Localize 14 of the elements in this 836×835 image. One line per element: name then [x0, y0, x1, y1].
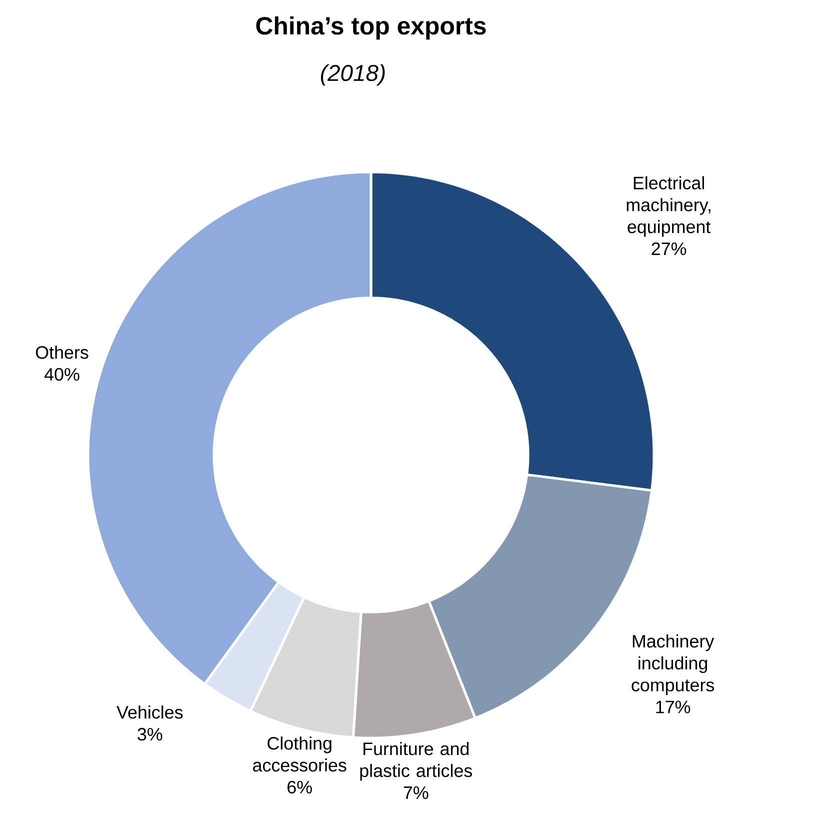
- data-label: 27%: [652, 242, 686, 256]
- data-label: 6%: [288, 780, 312, 794]
- chart-subtitle: (2018): [320, 64, 385, 86]
- data-label: 3%: [138, 728, 162, 741]
- data-label: 40%: [44, 368, 80, 381]
- slice-label: Vehicles: [116, 706, 183, 719]
- data-label: 17%: [656, 700, 690, 714]
- chart-title: China’s top exports: [256, 16, 486, 40]
- slice-label: Furniture and plastic articles: [360, 742, 472, 781]
- slice-label: Others: [36, 346, 88, 359]
- slice-label: Machinery including computers: [632, 634, 714, 695]
- data-label: 7%: [404, 786, 428, 799]
- slice-label: Clothing accessories: [253, 736, 346, 772]
- slice-label: Electrical machinery, equipment: [626, 176, 711, 237]
